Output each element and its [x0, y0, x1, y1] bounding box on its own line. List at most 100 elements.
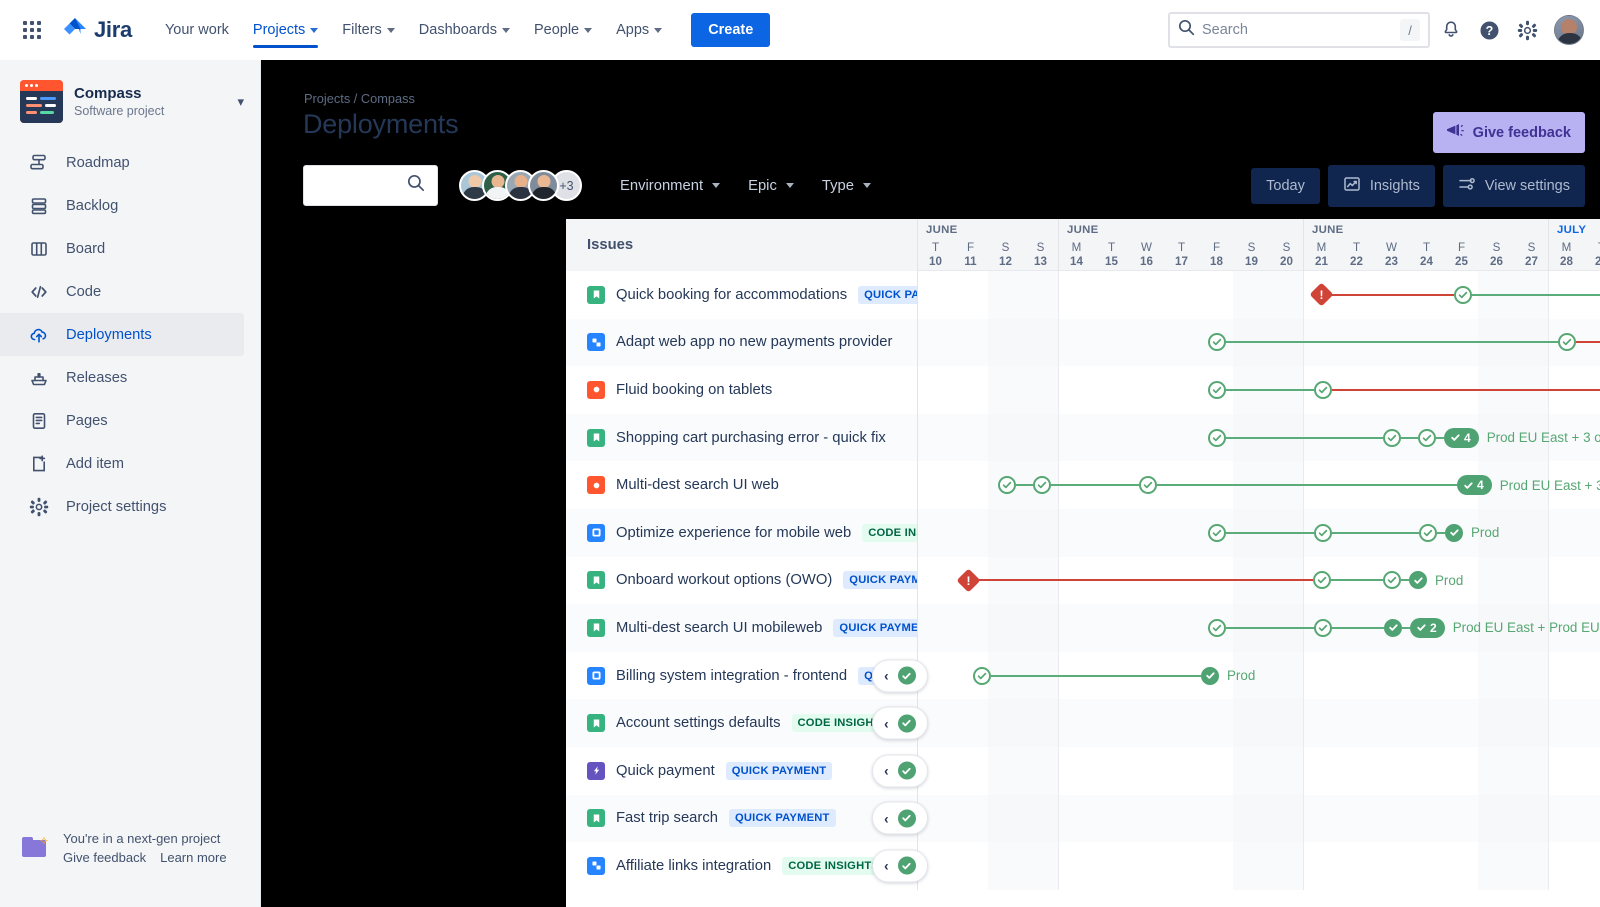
deployment-success-node[interactable]	[897, 761, 916, 780]
sidebar-item-deployments[interactable]: Deployments	[0, 313, 244, 356]
timeline-cell[interactable]: 2 Prod EU East + Prod EU West	[918, 604, 1600, 652]
insights-button[interactable]: Insights	[1327, 165, 1435, 207]
project-switcher[interactable]: Compass Software project ▾	[0, 60, 260, 129]
help-icon[interactable]: ?	[1472, 13, 1506, 47]
deployment-success-node[interactable]	[897, 809, 916, 828]
deployment-success-node[interactable]	[1383, 428, 1401, 447]
deployment-success-node[interactable]	[1558, 333, 1576, 352]
issue-cell[interactable]: Multi-dest search UI web	[566, 461, 918, 509]
sidebar-item-roadmap[interactable]: Roadmap	[0, 141, 244, 184]
issue-cell[interactable]: Fast trip search QUICK PAYMENT	[566, 794, 918, 843]
timeline-cell[interactable]: !Staging	[918, 366, 1600, 414]
view-settings-button[interactable]: View settings	[1442, 165, 1585, 207]
deployment-success-node[interactable]	[1314, 523, 1332, 542]
give-feedback-button[interactable]: Give feedback	[1432, 112, 1585, 153]
nav-item-your-work[interactable]: Your work	[154, 1, 240, 59]
issue-epic-tag[interactable]: QUICK PAYMENT	[858, 285, 917, 304]
issue-cell[interactable]: Account settings defaults CODE INSIGHTS	[566, 699, 918, 747]
deployment-count-pill[interactable]: 4	[1444, 427, 1479, 448]
timeline-cell[interactable]: 4 Prod EU East + 3 others	[918, 461, 1600, 509]
sidebar-item-board[interactable]: Board	[0, 227, 244, 270]
nav-item-filters[interactable]: Filters	[331, 1, 405, 59]
profile-avatar[interactable]	[1554, 15, 1584, 45]
deployment-count-pill[interactable]: 2	[1410, 617, 1445, 638]
nav-item-apps[interactable]: Apps	[605, 1, 673, 59]
deployment-failure-node[interactable]: !	[1309, 282, 1334, 307]
deployment-success-node[interactable]	[973, 666, 991, 685]
deployment-success-node[interactable]	[998, 476, 1016, 495]
table-row[interactable]: Affiliate links integration CODE INSIGHTS…	[566, 842, 1600, 890]
deployment-success-node[interactable]	[1208, 380, 1226, 399]
timeline-cell[interactable]: ! Prod	[918, 556, 1600, 605]
issue-cell[interactable]: Fluid booking on tablets	[566, 366, 918, 414]
deployment-success-node[interactable]	[1033, 476, 1051, 495]
jira-logo-home-link[interactable]: Jira	[62, 17, 132, 43]
table-row[interactable]: Multi-dest search UI web 4 Prod EU East + …	[566, 461, 1600, 509]
deployment-success-node[interactable]	[897, 856, 916, 875]
filter-environment[interactable]: Environment	[606, 170, 734, 202]
breadcrumb[interactable]: Projects / Compass	[304, 91, 415, 106]
issue-epic-tag[interactable]: QUICK PAYMENT	[728, 809, 836, 828]
issue-cell[interactable]: Onboard workout options (OWO) QUICK PAYME…	[566, 556, 918, 605]
issue-cell[interactable]: Shopping cart purchasing error - quick f…	[566, 413, 918, 462]
search-input[interactable]	[1202, 22, 1393, 38]
deployment-success-node[interactable]	[1445, 523, 1463, 542]
scroll-back-indicator[interactable]: ‹	[872, 801, 928, 835]
table-row[interactable]: Fast trip search QUICK PAYMENT ‹	[566, 794, 1600, 843]
timeline-cell[interactable]: ‹ Prod	[872, 651, 1600, 700]
timeline-cell[interactable]: Prod	[918, 508, 1600, 557]
deployment-success-node[interactable]	[1139, 476, 1157, 495]
sidebar-item-project-settings[interactable]: Project settings	[0, 485, 244, 528]
filter-type[interactable]: Type	[808, 170, 885, 202]
table-row[interactable]: Quick payment QUICK PAYMENT ‹	[566, 746, 1600, 795]
table-row[interactable]: Fluid booking on tablets !Staging	[566, 366, 1600, 414]
app-switcher-icon[interactable]	[16, 14, 48, 46]
deployment-success-node[interactable]	[1313, 571, 1331, 590]
deployment-success-node[interactable]	[1314, 380, 1332, 399]
avatar[interactable]	[528, 170, 559, 201]
issue-search-box[interactable]	[303, 165, 438, 206]
deployment-success-node[interactable]	[1201, 666, 1219, 685]
deployment-success-node[interactable]	[1384, 618, 1402, 637]
deployment-success-node[interactable]	[897, 666, 916, 685]
deployment-success-node[interactable]	[1418, 428, 1436, 447]
deployment-success-node[interactable]	[1454, 285, 1472, 304]
deployment-success-node[interactable]	[1208, 333, 1226, 352]
sidebar-item-releases[interactable]: Releases	[0, 356, 244, 399]
scroll-back-indicator[interactable]: ‹	[872, 754, 928, 788]
issue-epic-tag[interactable]: QUICK PAYMENT	[833, 618, 917, 637]
deployment-success-node[interactable]	[1208, 428, 1226, 447]
issue-cell[interactable]: Billing system integration - frontendQUI…	[566, 651, 918, 700]
table-row[interactable]: Quick booking for accommodations QUICK PA…	[566, 271, 1600, 319]
issue-cell[interactable]: Multi-dest search UI mobileweb QUICK PAYM…	[566, 604, 918, 652]
deployment-success-node[interactable]	[897, 714, 916, 733]
table-row[interactable]: Optimize experience for mobile web CODE I…	[566, 508, 1600, 557]
give-feedback-link[interactable]: Give feedback	[63, 850, 147, 865]
issue-cell[interactable]: Optimize experience for mobile web CODE I…	[566, 508, 918, 557]
issue-epic-tag[interactable]: CODE INSIGHTS	[791, 714, 895, 733]
scroll-back-indicator[interactable]: ‹	[872, 706, 928, 740]
timeline-cell[interactable]: 4 Prod EU East + 3 others	[918, 413, 1600, 462]
table-row[interactable]: Onboard workout options (OWO) QUICK PAYME…	[566, 556, 1600, 605]
deployment-success-node[interactable]	[1314, 618, 1332, 637]
table-row[interactable]: Multi-dest search UI mobileweb QUICK PAYM…	[566, 604, 1600, 652]
table-row[interactable]: Account settings defaults CODE INSIGHTS ‹	[566, 699, 1600, 747]
issue-cell[interactable]: Quick booking for accommodations QUICK PA…	[566, 271, 918, 319]
nav-item-projects[interactable]: Projects	[242, 1, 329, 59]
deployment-success-node[interactable]	[1409, 571, 1427, 590]
nav-item-dashboards[interactable]: Dashboards	[408, 1, 521, 59]
sidebar-item-add-item[interactable]: Add item	[0, 442, 244, 485]
today-button[interactable]: Today	[1251, 168, 1320, 204]
issue-epic-tag[interactable]: QUICK PAYMENT	[843, 571, 917, 590]
create-button[interactable]: Create	[691, 13, 771, 47]
issue-cell[interactable]: Adapt web app no new payments provider	[566, 318, 918, 367]
deployment-success-node[interactable]	[1208, 618, 1226, 637]
issue-cell[interactable]: Quick payment QUICK PAYMENT	[566, 746, 918, 795]
table-row[interactable]: Billing system integration - frontendQUI…	[566, 651, 1600, 700]
timeline-cell[interactable]: ‹	[872, 746, 1600, 795]
deployment-count-pill[interactable]: 4	[1457, 475, 1492, 496]
nav-item-people[interactable]: People	[523, 1, 603, 59]
issue-epic-tag[interactable]: QUICK PAYMENT	[725, 761, 833, 780]
deployment-failure-node[interactable]: !	[956, 568, 981, 593]
